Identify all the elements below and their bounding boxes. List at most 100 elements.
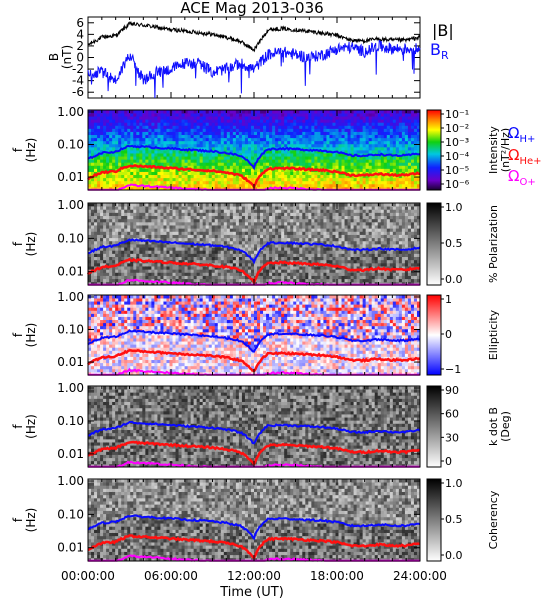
heatmap-cell (136, 186, 140, 191)
heatmap-cell (88, 256, 92, 261)
heatmap-cell (190, 146, 195, 151)
heatmap-cell (290, 113, 294, 117)
heatmap-cell (142, 209, 146, 213)
heatmap-cell (235, 237, 240, 242)
heatmap-cell (290, 168, 294, 172)
heatmap-cell (238, 262, 243, 267)
heatmap-cell (196, 256, 201, 261)
heatmap-cell (205, 128, 210, 132)
heatmap-cell (362, 137, 367, 142)
heatmap-cell (193, 272, 198, 276)
heatmap-cell (296, 272, 300, 276)
heatmap-cell (371, 146, 376, 151)
heatmap-cell (223, 253, 228, 258)
heatmap-cell (214, 153, 219, 157)
heatmap-cell (356, 125, 361, 129)
heatmap-cell (163, 250, 167, 254)
heatmap-cell (380, 156, 385, 160)
heatmap-cell (275, 134, 279, 139)
heatmap-cell (94, 244, 98, 248)
heatmap-cell (112, 262, 116, 267)
heatmap-cell (103, 180, 107, 185)
heatmap-cell (287, 137, 291, 142)
heatmap-cell (229, 244, 234, 248)
heatmap-cell (226, 225, 231, 229)
heatmap-cell (308, 125, 312, 129)
heatmap-cell (302, 150, 306, 154)
heatmap-cell (235, 183, 240, 188)
heatmap-cell (223, 215, 228, 220)
heatmap-cell (166, 275, 170, 280)
heatmap-cell (184, 234, 188, 239)
heatmap-cell (374, 125, 379, 129)
heatmap-cell (287, 128, 291, 132)
heatmap-cell (184, 225, 188, 229)
heatmap-cell (229, 269, 234, 273)
heatmap-cell (332, 116, 336, 120)
heatmap-cell (181, 225, 185, 229)
heatmap-cell (287, 177, 291, 182)
heatmap-cell (184, 256, 188, 261)
heatmap-cell (238, 237, 243, 242)
heatmap-cell (217, 110, 222, 114)
heatmap-cell (290, 269, 294, 273)
heatmap-cell (112, 110, 116, 114)
heatmap-cell (139, 150, 143, 154)
heatmap-cell (311, 250, 315, 254)
heatmap-cell (208, 171, 213, 176)
heatmap-cell (205, 209, 210, 213)
heatmap-cell (359, 137, 364, 142)
heatmap-cell (284, 125, 288, 129)
heatmap-cell (263, 159, 267, 163)
heatmap-cell (103, 177, 107, 182)
heatmap-cell (118, 209, 122, 213)
heatmap-cell (368, 174, 373, 179)
heatmap-cell (235, 146, 240, 151)
heatmap-cell (151, 281, 155, 286)
heatmap-cell (214, 186, 219, 191)
heatmap-cell (136, 269, 140, 273)
heatmap-cell (187, 110, 192, 114)
heatmap-cell (220, 150, 225, 154)
heatmap-cell (97, 162, 101, 166)
heatmap-cell (163, 237, 167, 242)
heatmap-cell (293, 221, 297, 226)
heatmap-cell (371, 168, 376, 172)
heatmap-cell (278, 150, 282, 154)
heatmap-cell (136, 266, 140, 270)
heatmap-cell (296, 128, 300, 132)
heatmap-cell (344, 183, 348, 188)
heatmap-cell (127, 228, 131, 232)
heatmap-cell (356, 140, 361, 145)
heatmap-cell (386, 177, 391, 182)
heatmap-cell (380, 140, 385, 145)
heatmap-cell (220, 269, 225, 273)
heatmap-cell (145, 131, 149, 136)
heatmap-cell (175, 209, 179, 213)
heatmap-cell (151, 212, 155, 217)
heatmap-cell (184, 253, 188, 258)
heatmap-cell (193, 110, 198, 114)
heatmap-cell (311, 113, 315, 117)
heatmap-cell (175, 215, 179, 220)
heatmap-cell (196, 119, 201, 123)
heatmap-cell (184, 177, 188, 182)
heatmap-cell (263, 140, 267, 145)
heatmap-cell (287, 250, 291, 254)
heatmap-cell (266, 250, 270, 254)
heatmap-cell (145, 244, 149, 248)
heatmap-cell (293, 128, 297, 132)
heatmap-cell (338, 162, 342, 166)
heatmap-cell (278, 140, 282, 145)
heatmap-cell (344, 134, 348, 139)
heatmap-cell (121, 231, 125, 235)
heatmap-cell (232, 183, 237, 188)
heatmap-cell (257, 168, 261, 172)
heatmap-cell (130, 146, 134, 151)
heatmap-cell (190, 275, 195, 280)
heatmap-cell (88, 234, 92, 239)
heatmap-cell (232, 110, 237, 114)
heatmap-cell (226, 140, 231, 145)
heatmap-cell (257, 275, 261, 280)
heatmap-cell (395, 119, 400, 123)
